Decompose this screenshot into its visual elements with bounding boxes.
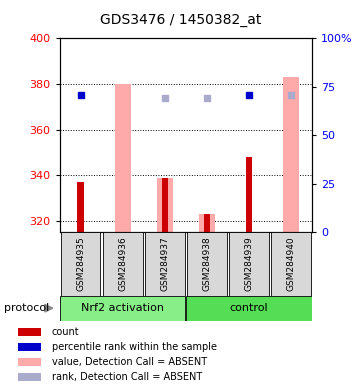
Bar <box>18 358 42 366</box>
Bar <box>204 214 210 232</box>
Bar <box>61 232 100 296</box>
Text: GSM284938: GSM284938 <box>203 237 212 291</box>
Bar <box>186 296 312 321</box>
Text: protocol: protocol <box>4 303 49 313</box>
Text: GSM284939: GSM284939 <box>245 237 253 291</box>
Bar <box>271 232 311 296</box>
Bar <box>229 232 269 296</box>
Bar <box>145 232 184 296</box>
Bar <box>246 157 252 232</box>
Bar <box>18 373 42 381</box>
Text: GSM284936: GSM284936 <box>118 237 127 291</box>
Text: percentile rank within the sample: percentile rank within the sample <box>52 342 217 352</box>
Text: GSM284937: GSM284937 <box>160 237 169 291</box>
Bar <box>18 328 42 336</box>
Text: Nrf2 activation: Nrf2 activation <box>81 303 164 313</box>
Bar <box>283 77 299 232</box>
Text: GSM284935: GSM284935 <box>76 237 85 291</box>
Text: rank, Detection Call = ABSENT: rank, Detection Call = ABSENT <box>52 372 202 382</box>
Bar <box>103 232 143 296</box>
Bar <box>187 232 227 296</box>
Bar <box>18 343 42 351</box>
Bar <box>60 296 186 321</box>
Text: value, Detection Call = ABSENT: value, Detection Call = ABSENT <box>52 357 207 367</box>
Bar <box>162 177 168 232</box>
Text: count: count <box>52 327 79 337</box>
Bar <box>157 177 173 232</box>
Bar <box>78 182 84 232</box>
Bar <box>115 84 131 232</box>
Bar <box>199 214 215 232</box>
Text: GSM284940: GSM284940 <box>287 237 296 291</box>
Text: control: control <box>230 303 268 313</box>
Text: GDS3476 / 1450382_at: GDS3476 / 1450382_at <box>100 13 261 27</box>
